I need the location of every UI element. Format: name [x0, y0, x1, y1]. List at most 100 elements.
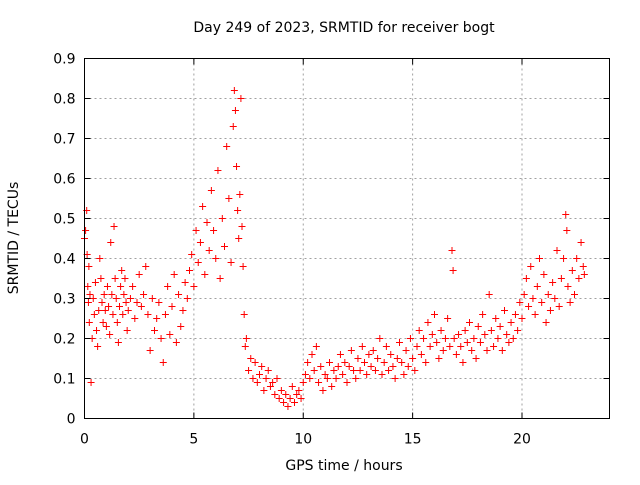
- data-point: [428, 331, 436, 338]
- data-point: [400, 371, 408, 378]
- data-point: [494, 335, 502, 342]
- data-point: [455, 331, 463, 338]
- data-point: [426, 343, 434, 350]
- data-point: [251, 359, 259, 366]
- data-point: [341, 359, 349, 366]
- data-point: [93, 327, 101, 334]
- data-point: [323, 375, 331, 382]
- data-point: [153, 315, 161, 322]
- data-point: [522, 275, 530, 282]
- data-point: [343, 379, 351, 386]
- data-point: [371, 367, 379, 374]
- data-point: [387, 351, 395, 358]
- data-point: [566, 299, 574, 306]
- data-point: [172, 339, 180, 346]
- data-point: [170, 271, 178, 278]
- data-point: [330, 367, 338, 374]
- y-tick-label: 0.4: [53, 252, 75, 268]
- data-point: [319, 387, 327, 394]
- data-point: [525, 303, 533, 310]
- data-point: [437, 327, 445, 334]
- data-point: [91, 279, 99, 286]
- data-point: [361, 359, 368, 366]
- data-point: [487, 327, 495, 334]
- data-point: [221, 243, 228, 250]
- data-point: [501, 307, 508, 314]
- data-point: [424, 319, 432, 326]
- data-point: [402, 347, 410, 354]
- data-point: [452, 351, 460, 358]
- data-point: [277, 387, 285, 394]
- data-point: [164, 283, 172, 290]
- data-point: [109, 311, 117, 318]
- data-point: [196, 239, 204, 246]
- data-point: [181, 279, 189, 286]
- data-point: [369, 347, 377, 354]
- data-point: [124, 307, 132, 314]
- data-point: [236, 191, 244, 198]
- data-point: [212, 255, 220, 262]
- data-point: [389, 363, 397, 370]
- data-point: [108, 291, 116, 298]
- data-point: [166, 331, 174, 338]
- data-point: [151, 327, 158, 334]
- data-point: [492, 315, 500, 322]
- data-point: [260, 387, 268, 394]
- data-point: [179, 307, 187, 314]
- data-point: [463, 339, 471, 346]
- data-point: [241, 343, 249, 350]
- data-point: [262, 375, 270, 382]
- data-point: [339, 371, 347, 378]
- data-point: [237, 95, 245, 102]
- data-point: [481, 331, 489, 338]
- data-point: [142, 263, 150, 270]
- data-point: [194, 259, 202, 266]
- data-point: [441, 335, 449, 342]
- data-point: [168, 303, 176, 310]
- data-point: [461, 327, 469, 334]
- data-point: [249, 375, 257, 382]
- data-point: [533, 283, 541, 290]
- data-point: [404, 363, 412, 370]
- data-point: [234, 207, 242, 214]
- data-point: [116, 303, 123, 310]
- data-point: [573, 255, 581, 262]
- data-point: [536, 255, 543, 262]
- data-point: [431, 311, 438, 318]
- data-point: [87, 379, 95, 386]
- data-point: [474, 323, 482, 330]
- data-point: [509, 335, 517, 342]
- data-point: [304, 359, 312, 366]
- data-point: [183, 295, 191, 302]
- data-point: [520, 291, 528, 298]
- data-point: [378, 371, 386, 378]
- data-point: [275, 395, 283, 402]
- data-point: [223, 143, 231, 150]
- data-point: [225, 195, 233, 202]
- data-point: [90, 311, 98, 318]
- data-point: [470, 335, 478, 342]
- data-point: [85, 319, 93, 326]
- data-point: [291, 399, 298, 406]
- x-axis-label: GPS time / hours: [285, 458, 402, 474]
- data-point: [505, 339, 513, 346]
- data-point: [233, 163, 241, 170]
- data-point: [186, 267, 193, 274]
- data-point: [118, 267, 126, 274]
- y-tick-label: 0.1: [53, 372, 75, 388]
- data-point: [527, 263, 535, 270]
- data-point: [448, 247, 456, 254]
- data-point: [417, 351, 425, 358]
- data-point: [242, 335, 250, 342]
- data-point: [358, 343, 366, 350]
- data-point: [580, 271, 588, 278]
- data-point: [190, 283, 198, 290]
- data-point: [544, 291, 552, 298]
- data-point: [376, 335, 384, 342]
- data-point: [120, 291, 128, 298]
- data-point: [175, 291, 183, 298]
- data-point: [258, 363, 266, 370]
- data-point: [122, 299, 130, 306]
